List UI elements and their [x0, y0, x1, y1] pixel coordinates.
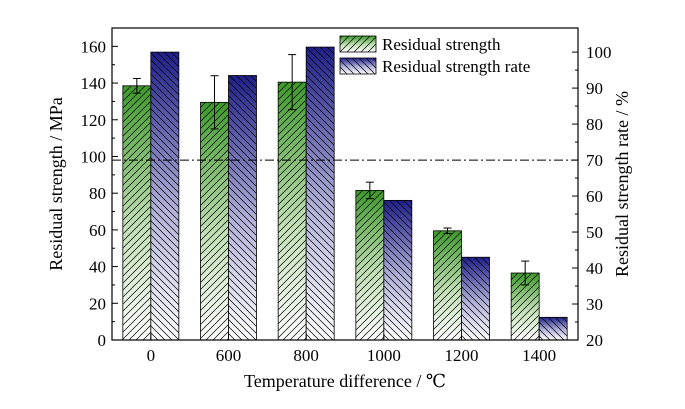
x-tick-label: 1000	[367, 346, 401, 365]
right-tick-label: 80	[586, 115, 603, 134]
bar-residual-strength-600	[200, 101, 229, 341]
error-bar-0	[132, 77, 141, 94]
right-axis-ticks: 20 30 40 50 60 70 80 90 100	[572, 43, 612, 350]
left-axis-ticks: 0 20 40 60 80 100 120 140 160	[81, 37, 118, 350]
x-tick-label: 1400	[522, 346, 556, 365]
x-tick-label: 0	[147, 346, 156, 365]
bars-layer	[122, 46, 568, 341]
legend-label-residual-strength-rate: Residual strength rate	[382, 57, 530, 76]
right-tick-label: 40	[586, 259, 603, 278]
bar-residual-strength-1200	[433, 230, 462, 341]
left-tick-label: 80	[89, 184, 106, 203]
bar-residual-strength-1000	[355, 190, 385, 341]
bar-residual-strength-rate-1200	[461, 256, 490, 341]
legend: Residual strength Residual strength rate	[339, 35, 530, 76]
legend-swatch-residual-strength-rate	[339, 57, 377, 75]
plot-frame	[111, 27, 579, 341]
x-axis-title: Temperature difference / ℃	[244, 371, 446, 391]
legend-swatch-residual-strength	[339, 35, 377, 53]
bar-residual-strength-rate-800	[305, 46, 335, 341]
right-tick-label: 20	[586, 331, 603, 350]
error-bar-800	[288, 54, 297, 111]
bar-residual-strength-0	[122, 85, 152, 341]
left-tick-label: 0	[98, 331, 107, 350]
left-tick-label: 160	[81, 37, 107, 56]
bar-residual-strength-rate-1400	[538, 316, 568, 341]
right-tick-label: 60	[586, 187, 603, 206]
bar-residual-strength-800	[277, 81, 307, 341]
left-axis-title: Residual strength / MPa	[46, 97, 66, 271]
error-bar-1200	[443, 227, 452, 235]
left-tick-label: 20	[89, 294, 106, 313]
bar-residual-strength-rate-600	[228, 75, 257, 341]
error-bars-layer	[132, 54, 530, 286]
bar-residual-strength-rate-1000	[383, 199, 413, 341]
right-tick-label: 30	[586, 295, 603, 314]
left-tick-label: 60	[89, 221, 106, 240]
x-tick-label: 600	[216, 346, 242, 365]
left-tick-label: 40	[89, 258, 106, 277]
error-bar-1400	[521, 260, 530, 286]
right-tick-label: 50	[586, 223, 603, 242]
error-bar-600	[210, 75, 219, 130]
right-tick-label: 100	[586, 43, 612, 62]
error-bar-1000	[365, 181, 374, 200]
x-axis-ticks: 0 600 800 1000 1200 1400	[147, 334, 556, 365]
x-tick-label: 800	[293, 346, 319, 365]
right-axis-title: Residual strength rate / %	[612, 91, 632, 277]
right-tick-label: 70	[586, 151, 603, 170]
bar-residual-strength-1400	[510, 272, 540, 341]
left-tick-label: 140	[81, 74, 107, 93]
legend-label-residual-strength: Residual strength	[382, 35, 501, 54]
bar-residual-strength-rate-0	[150, 51, 180, 341]
x-tick-label: 1200	[445, 346, 479, 365]
right-tick-label: 90	[586, 79, 603, 98]
left-tick-label: 100	[81, 147, 107, 166]
left-tick-label: 120	[81, 111, 107, 130]
